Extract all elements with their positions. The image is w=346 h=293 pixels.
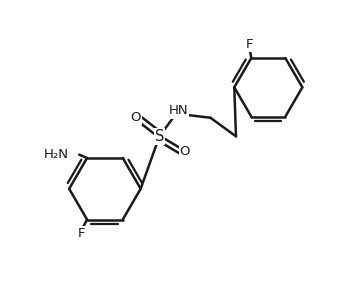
- Text: H₂N: H₂N: [43, 148, 68, 161]
- Text: HN: HN: [168, 105, 188, 117]
- Text: O: O: [180, 145, 190, 158]
- Text: S: S: [155, 129, 164, 144]
- Text: F: F: [246, 38, 253, 51]
- Text: F: F: [78, 227, 86, 240]
- Text: O: O: [130, 111, 141, 124]
